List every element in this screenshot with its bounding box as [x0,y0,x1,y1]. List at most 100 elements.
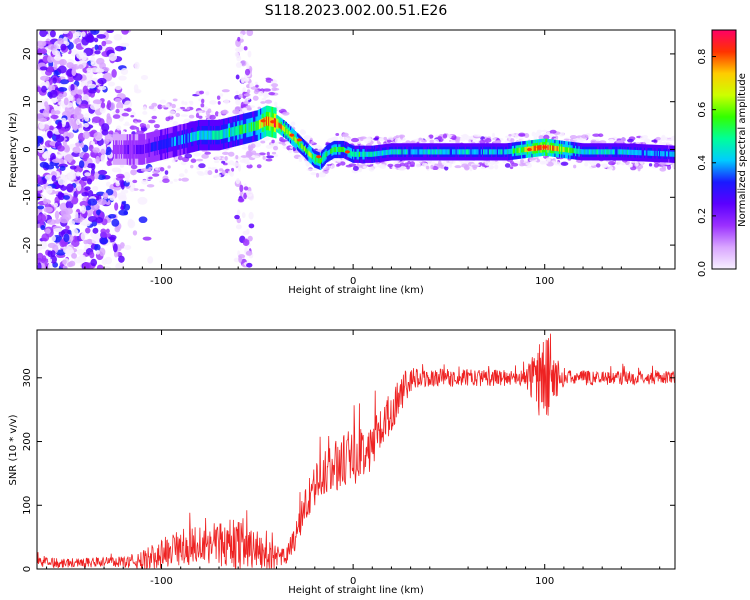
spectrogram-noise-blob [659,167,667,172]
spectrogram-xtick-label: 0 [350,276,356,287]
spectrogram-noise-blob [76,248,84,255]
spectrogram-noise-blob [252,154,256,158]
spectrogram-noise-blob [37,252,44,261]
spectrogram-noise-blob [94,171,99,180]
spectrogram-ridge-cell [395,149,398,155]
spectrogram-ridge-cell [378,150,381,157]
spectrogram-ridge-cell [565,147,568,153]
spectrogram-noise-blob [37,205,45,210]
spectrogram-noise-blob [655,136,661,141]
spectrogram-ridge-cell [671,151,674,157]
spectrogram-noise-blob [590,139,597,144]
spectrogram-noise-blob [121,200,127,205]
spectrogram-noise-blob [45,185,53,194]
spectrogram-noise-blob [76,175,81,181]
spectrogram-noise-blob [275,106,282,111]
spectrogram-noise-blob [99,247,106,257]
spectrogram-noise-blob [198,115,203,119]
spectrogram-ridge-cell [522,147,524,153]
spectrogram-noise-blob [38,122,45,130]
spectrogram-noise-blob [37,186,43,191]
spectrogram-noise-blob [82,85,89,94]
spectrogram-noise-blob [244,68,251,76]
spectrogram-ridge-cell [667,151,669,157]
spectrogram-noise-blob [271,139,275,144]
spectrogram-noise-blob [310,172,317,176]
spectrogram-ridge-cell [268,116,270,126]
spectrogram-ridge-cell [669,151,671,157]
spectrogram-ridge-cell [410,149,413,155]
spectrogram-noise-blob [431,165,439,171]
spectrogram-ridge-cell [194,131,197,141]
spectrogram-noise-blob [39,161,49,168]
spectrogram-noise-blob [471,164,479,169]
spectrogram-ridge-cell [341,146,344,153]
spectrogram-noise-blob [207,166,212,170]
spectrogram-ridge-cell [439,149,442,155]
snr-ytick-label: 300 [22,368,33,387]
spectrogram-noise-blob [234,51,239,57]
spectrogram-noise-blob [102,192,109,200]
spectrogram-noise-blob [75,171,81,177]
spectrogram-ridge-cell [314,156,316,162]
spectrogram-noise-blob [421,162,428,167]
spectrogram-noise-blob [545,157,551,161]
spectrogram-noise-blob [112,114,121,119]
spectrogram-noise-blob [93,132,103,140]
spectrogram-noise-blob [520,159,524,164]
spectrogram-noise-blob [167,165,171,169]
spectrogram-noise-blob [172,98,178,102]
spectrogram-noise-blob [262,155,266,160]
spectrogram-noise-blob [87,216,98,223]
spectrogram-noise-blob [83,122,89,128]
spectrogram-noise-blob [123,203,131,211]
spectrogram-ridge-cell [196,131,199,141]
spectrogram-ridge-cell [134,144,137,155]
spectrogram-ridge-cell [584,149,586,155]
spectrogram-ridge-cell [508,148,510,155]
spectrogram-noise-blob [240,155,248,158]
spectrogram-noise-blob [459,136,466,142]
spectrogram-noise-blob [193,152,201,157]
spectrogram-ridge-cell [460,149,462,155]
spectrogram-noise-blob [83,239,89,245]
spectrogram-ridge-cell [165,138,168,149]
spectrogram-ridge-cell [394,149,397,155]
spectrogram-ridge-cell [507,149,509,155]
spectrogram-noise-blob [118,168,122,173]
spectrogram-noise-blob [39,66,48,71]
spectrogram-ridge-cell [458,149,461,155]
spectrogram-noise-blob [123,123,131,127]
spectrogram-noise-blob [217,112,222,118]
spectrogram-noise-blob [232,162,240,167]
spectrogram-ridge-cell [506,149,508,155]
spectrogram-noise-blob [250,143,256,149]
spectrogram-ridge-cell [360,151,362,157]
spectrogram-noise-blob [37,174,41,184]
spectrogram-noise-blob [130,164,138,170]
spectrogram-noise-blob [253,89,260,95]
spectrogram-noise-blob [46,65,54,73]
spectrogram-noise-blob [274,101,278,107]
spectrogram-noise-blob [518,137,524,143]
spectrogram-noise-blob [246,161,251,166]
spectrogram-noise-blob [119,164,125,168]
spectrogram-ridge-cell [569,147,571,153]
spectrogram-ridge-cell [494,149,497,155]
spectrogram-ridge-cell [562,146,565,152]
spectrogram-ridge-cell [150,142,153,152]
spectrogram-noise-blob [442,161,446,166]
spectrogram-ridge-cell [175,136,177,146]
spectrogram-noise-blob [538,135,544,140]
spectrogram-ridge-cell [603,149,606,155]
spectrogram-noise-blob [78,127,84,133]
spectrogram-ridge-cell [153,142,155,152]
spectrogram-ridge-cell [589,149,592,155]
spectrogram-noise-blob [142,106,147,111]
spectrogram-ridge-cell [130,144,132,155]
spectrogram-noise-blob [661,134,666,141]
spectrogram-ridge-cell [148,143,151,153]
spectrogram-noise-blob [494,164,499,170]
spectrogram-ridge-cell [125,144,128,155]
